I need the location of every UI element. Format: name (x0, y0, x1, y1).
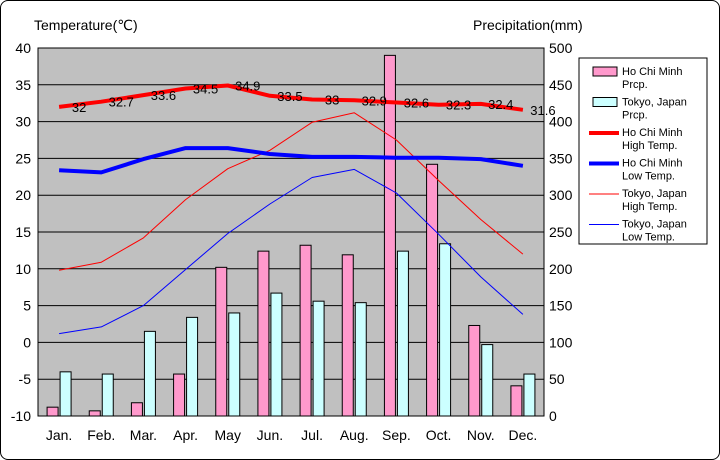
bar-tokyo-prcp (186, 316, 199, 417)
bar-tokyo-prcp (523, 373, 536, 417)
bar-series-group (46, 54, 536, 417)
bar-hcm-prcp (130, 402, 143, 417)
bar-hcm-prcp (510, 385, 523, 417)
data-label-hcm-high: 33 (325, 93, 339, 108)
legend-label-hcm-low: Low Temp. (622, 171, 675, 183)
data-label-hcm-high: 32.9 (362, 93, 387, 108)
x-tick-label: May (215, 427, 241, 443)
legend-label-hcm-low: Ho Chi Minh (622, 158, 683, 170)
left-axis-title: Temperature(℃) (34, 17, 138, 33)
x-tick-label: Jun. (257, 427, 283, 443)
y-left-tick-label: -10 (11, 408, 31, 424)
y-right-tick-label: 450 (549, 77, 573, 93)
data-label-hcm-high: 34.5 (193, 81, 218, 96)
legend-swatch-hcm-prcp (592, 66, 618, 77)
line-tokyo-low (59, 168, 524, 335)
y-right-tick-label: 0 (549, 408, 557, 424)
x-tick-label: Nov. (467, 427, 495, 443)
bar-tokyo-prcp (481, 344, 494, 417)
data-label-hcm-high: 32.3 (446, 98, 471, 113)
y-left-tick-label: 30 (15, 114, 31, 130)
bar-hcm-prcp (215, 266, 228, 417)
legend-label-hcm-high: High Temp. (622, 140, 677, 152)
y-right-tick-label: 300 (549, 187, 573, 203)
y-left-tick-label: 5 (23, 298, 31, 314)
bar-tokyo-prcp (59, 371, 72, 417)
legend-label-tokyo-high: Tokyo, Japan (622, 188, 687, 200)
data-label-hcm-high: 32.4 (488, 97, 513, 112)
legend-label-tokyo-prcp: Tokyo, Japan (622, 97, 687, 109)
legend-label-tokyo-low: Tokyo, Japan (622, 219, 687, 231)
data-labels-group: 32 32.7 33.6 34.5 34.9 33.5 33 32.9 32.6 32.3 32.4… (72, 79, 556, 118)
y-left-tick-label: 25 (15, 150, 31, 166)
legend-label-tokyo-low: Low Temp. (622, 232, 675, 244)
x-tick-label: Mar. (130, 427, 157, 443)
legend-label-hcm-high: Ho Chi Minh (622, 127, 683, 139)
y-right-tick-label: 500 (549, 40, 573, 56)
bar-hcm-prcp (341, 254, 354, 417)
right-axis-title: Precipitation(mm) (473, 17, 583, 33)
legend-swatch-tokyo-prcp (592, 97, 618, 107)
bar-tokyo-prcp (396, 250, 409, 417)
bar-tokyo-prcp (101, 373, 114, 417)
x-tick-label: Sep. (382, 427, 411, 443)
y-right-tick-label: 400 (549, 114, 573, 130)
bar-hcm-prcp (383, 54, 396, 417)
y-left-tick-label: 20 (15, 187, 31, 203)
bar-tokyo-prcp (270, 292, 283, 417)
bar-tokyo-prcp (354, 302, 367, 417)
y-left-tick-label: 10 (15, 261, 31, 277)
bar-hcm-prcp (299, 244, 312, 417)
x-tick-label: Jul. (301, 427, 323, 443)
bar-hcm-prcp (426, 163, 439, 417)
line-tokyo-high (59, 112, 524, 271)
x-tick-label: Dec. (509, 427, 538, 443)
x-tick-label: Jan. (46, 427, 72, 443)
legend-label-tokyo-high: High Temp. (622, 201, 677, 213)
x-tick-label: Aug. (340, 427, 369, 443)
bar-tokyo-prcp (228, 312, 241, 417)
legend-label-hcm-prcp: Prcp. (622, 79, 648, 91)
y-right-tick-label: 150 (549, 298, 573, 314)
x-tick-label: Oct. (426, 427, 452, 443)
y-left-tick-label: 15 (15, 224, 31, 240)
y-right-tick-label: 200 (549, 261, 573, 277)
y-right-tick-label: 100 (549, 334, 573, 350)
legend-label-hcm-prcp: Ho Chi Minh (622, 66, 683, 78)
bar-hcm-prcp (173, 373, 186, 417)
data-label-hcm-high: 32.7 (109, 95, 134, 110)
bar-tokyo-prcp (143, 330, 156, 417)
y-right-tick-label: 350 (549, 150, 573, 166)
data-label-hcm-high: 32.6 (404, 95, 429, 110)
line-series-group (58, 83, 524, 335)
bar-hcm-prcp (88, 410, 101, 417)
bar-hcm-prcp (46, 406, 59, 417)
gridlines (38, 84, 544, 380)
x-tick-label: Apr. (173, 427, 198, 443)
bar-hcm-prcp (257, 250, 270, 417)
y-right-tick-label: 50 (549, 371, 565, 387)
line-hcm-low (58, 146, 524, 175)
data-label-hcm-high: 34.9 (235, 79, 260, 94)
y-right-tick-label: 250 (549, 224, 573, 240)
y-left-tick-label: -5 (19, 371, 32, 387)
x-tick-label: Feb. (87, 427, 115, 443)
legend-label-tokyo-prcp: Prcp. (622, 110, 648, 122)
data-label-hcm-high: 33.5 (277, 89, 302, 104)
legend-box (578, 57, 708, 245)
bar-hcm-prcp (468, 324, 481, 417)
y-left-tick-label: 40 (15, 40, 31, 56)
y-left-tick-label: 35 (15, 77, 31, 93)
line-hcm-high (58, 83, 524, 112)
data-label-hcm-high: 32 (72, 100, 86, 115)
data-label-hcm-high: 31.6 (530, 103, 555, 118)
data-label-hcm-high: 33.6 (151, 88, 176, 103)
bar-tokyo-prcp (312, 300, 325, 417)
bar-tokyo-prcp (439, 243, 452, 417)
y-left-tick-label: 0 (23, 334, 31, 350)
